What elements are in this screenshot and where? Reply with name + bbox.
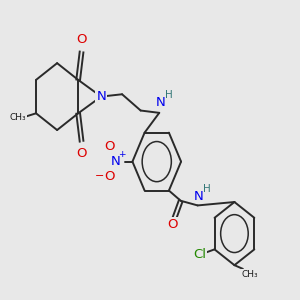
Text: N: N	[194, 190, 203, 202]
Text: N: N	[96, 90, 106, 103]
Text: O: O	[167, 218, 178, 230]
Text: CH₃: CH₃	[10, 113, 26, 122]
Text: +: +	[118, 150, 125, 159]
Text: N: N	[111, 155, 120, 168]
Text: O: O	[104, 170, 115, 183]
Text: O: O	[76, 33, 87, 46]
Text: N: N	[155, 96, 165, 109]
Text: H: H	[203, 184, 211, 194]
Text: O: O	[76, 147, 87, 160]
Text: CH₃: CH₃	[241, 270, 258, 279]
Text: H: H	[165, 90, 172, 100]
Text: −: −	[94, 172, 104, 182]
Text: O: O	[104, 140, 115, 153]
Text: Cl: Cl	[194, 248, 206, 260]
